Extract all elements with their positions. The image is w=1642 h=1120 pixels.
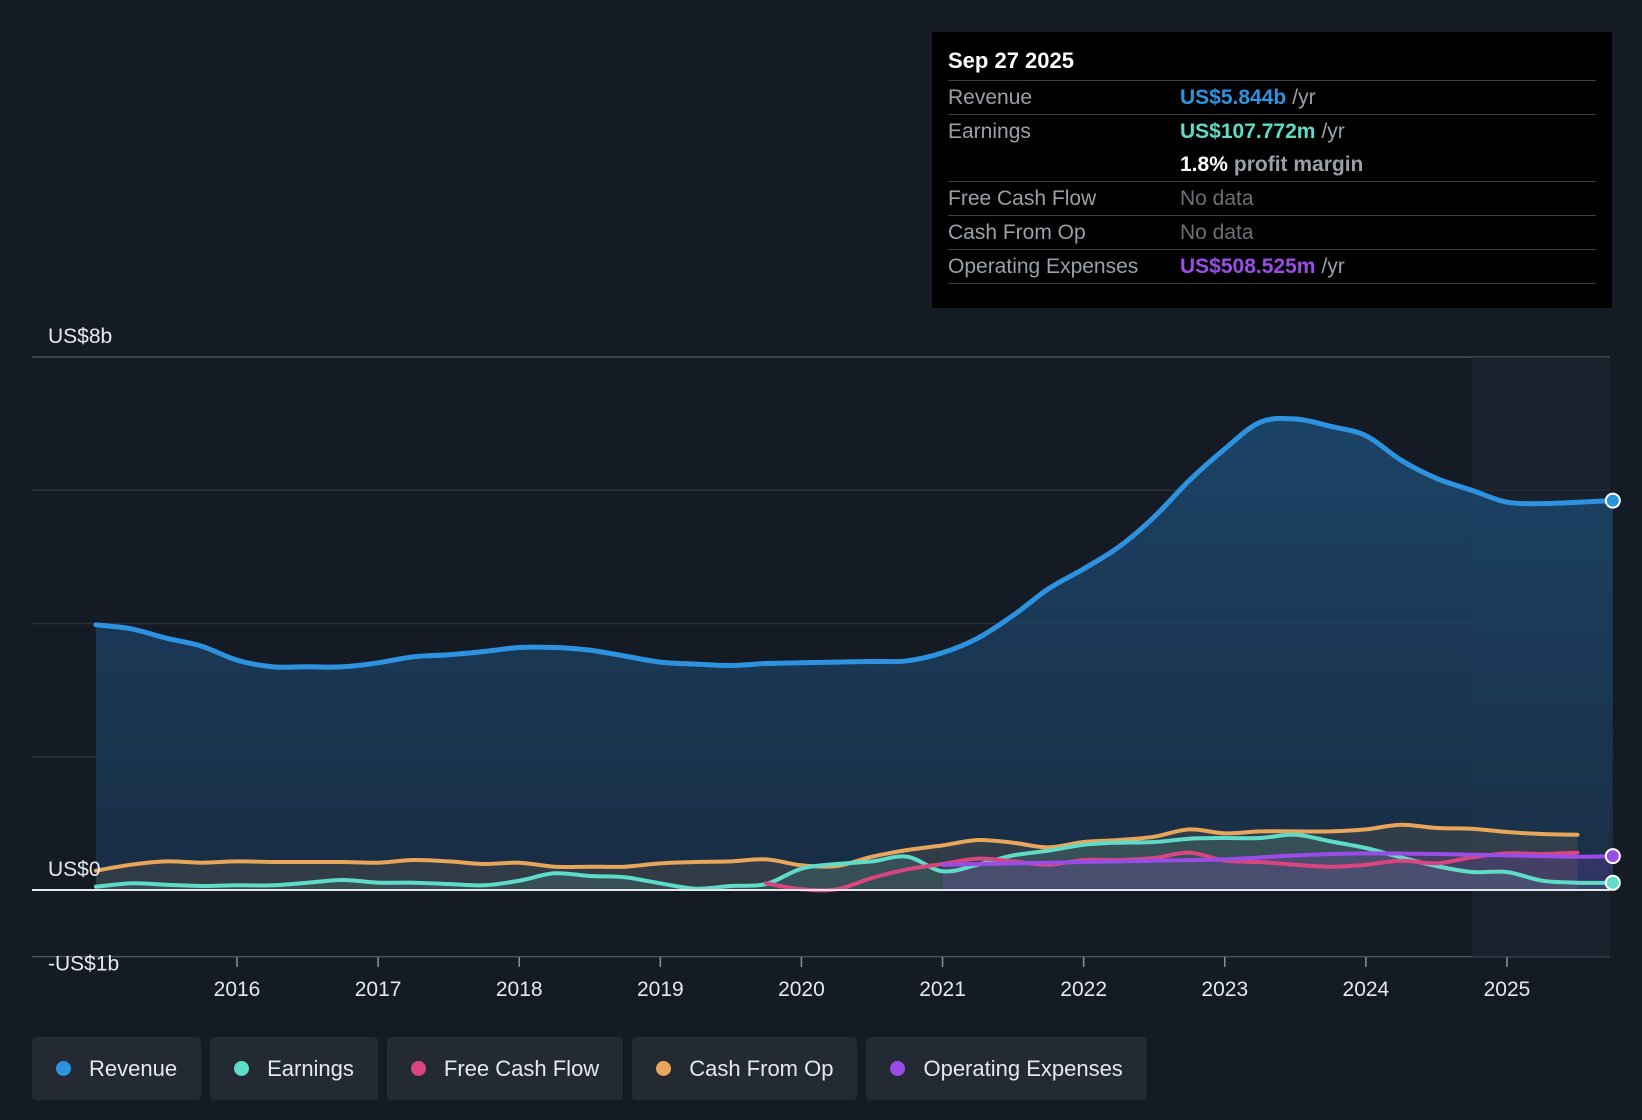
tooltip-opex-value: US$508.525m: [1180, 254, 1316, 278]
tooltip-row-margin: 1.8% profit margin: [948, 148, 1596, 181]
legend-item-fcf[interactable]: Free Cash Flow: [386, 1037, 624, 1100]
series-lines: [93, 415, 1616, 893]
legend-label-cfo: Cash From Op: [689, 1055, 834, 1081]
legend-label-revenue: Revenue: [89, 1055, 178, 1081]
tooltip-margin-label: profit margin: [1233, 152, 1364, 176]
legend-item-revenue[interactable]: Revenue: [32, 1037, 202, 1100]
tooltip-opex-label: Operating Expenses: [948, 254, 1139, 278]
end-markers: [1604, 492, 1621, 891]
legend-label-fcf: Free Cash Flow: [443, 1055, 600, 1081]
x-tick-label: 2018: [496, 978, 543, 1001]
earnings-line: [93, 832, 1615, 891]
tooltip-margin-value: 1.8%: [1180, 152, 1228, 176]
tooltip-panel: Sep 27 2025 Revenue US$5.844b /yr Earnin…: [932, 32, 1612, 308]
y-axis-label: -US$1b: [48, 953, 119, 976]
tooltip-fcf-label: Free Cash Flow: [948, 186, 1097, 210]
legend-label-opex: Operating Expenses: [923, 1055, 1123, 1081]
x-tick-label: 2016: [214, 978, 261, 1001]
legend-item-opex[interactable]: Operating Expenses: [866, 1037, 1147, 1100]
tooltip-row-opex: Operating Expenses US$508.525m /yr: [948, 249, 1596, 284]
y-axis-labels: US$8b US$0 -US$1b: [48, 325, 119, 976]
tooltip-revenue-unit: /yr: [1292, 85, 1316, 109]
legend-item-cfo[interactable]: Cash From Op: [632, 1037, 858, 1100]
tooltip-row-cfo: Cash From Op No data: [948, 215, 1596, 249]
tooltip-revenue-value: US$5.844b: [1180, 85, 1287, 109]
y-axis-label: US$8b: [48, 325, 112, 348]
earnings-area: [95, 834, 1613, 890]
tooltip-row-fcf: Free Cash Flow No data: [948, 181, 1596, 215]
tooltip-earnings-unit: /yr: [1321, 119, 1345, 143]
opex-end-marker[interactable]: [1604, 848, 1621, 865]
tooltip-cfo-value: No data: [1180, 220, 1254, 244]
earnings-dot-icon: [234, 1061, 250, 1076]
revenue-end-marker[interactable]: [1604, 492, 1621, 509]
y-axis-label: US$0: [48, 858, 101, 881]
x-tick-label: 2021: [919, 978, 966, 1001]
opex-dot-icon: [890, 1061, 906, 1076]
tooltip-earnings-label: Earnings: [948, 119, 1031, 143]
revenue-area: [95, 418, 1613, 890]
revenue-dot-icon: [56, 1061, 71, 1076]
opex-line: [940, 851, 1615, 867]
x-tick-label: 2023: [1201, 978, 1248, 1001]
tooltip-opex-unit: /yr: [1321, 254, 1345, 278]
fcf-line: [764, 850, 1580, 893]
x-tick-label: 2024: [1343, 978, 1390, 1001]
tooltip-date: Sep 27 2025: [948, 48, 1074, 73]
x-axis-ticks: 2016 2017 2018 2019 2020 2021 2022 2023 2024 2025: [214, 957, 1531, 1001]
tooltip-fcf-value: No data: [1180, 186, 1254, 210]
legend-item-earnings[interactable]: Earnings: [210, 1037, 378, 1100]
fcf-dot-icon: [410, 1061, 426, 1076]
legend: Revenue Earnings Free Cash Flow Cash Fro…: [32, 1037, 1147, 1100]
series-areas: [95, 418, 1613, 890]
cfo-dot-icon: [656, 1061, 672, 1076]
x-tick-label: 2020: [778, 978, 825, 1001]
tooltip-cfo-label: Cash From Op: [948, 220, 1086, 244]
x-tick-label: 2022: [1060, 978, 1107, 1001]
x-tick-label: 2017: [355, 978, 402, 1001]
revenue-line: [93, 415, 1616, 670]
tooltip-row-revenue: Revenue US$5.844b /yr: [948, 80, 1596, 114]
tooltip-revenue-label: Revenue: [948, 85, 1033, 109]
earnings-end-marker[interactable]: [1604, 874, 1621, 891]
cfo-area: [95, 824, 1578, 890]
x-tick-label: 2025: [1484, 978, 1531, 1001]
tooltip-earnings-value: US$107.772m: [1180, 119, 1316, 143]
legend-label-earnings: Earnings: [267, 1055, 354, 1081]
x-tick-label: 2019: [637, 978, 684, 1001]
tooltip-row-earnings: Earnings US$107.772m /yr: [948, 114, 1596, 148]
